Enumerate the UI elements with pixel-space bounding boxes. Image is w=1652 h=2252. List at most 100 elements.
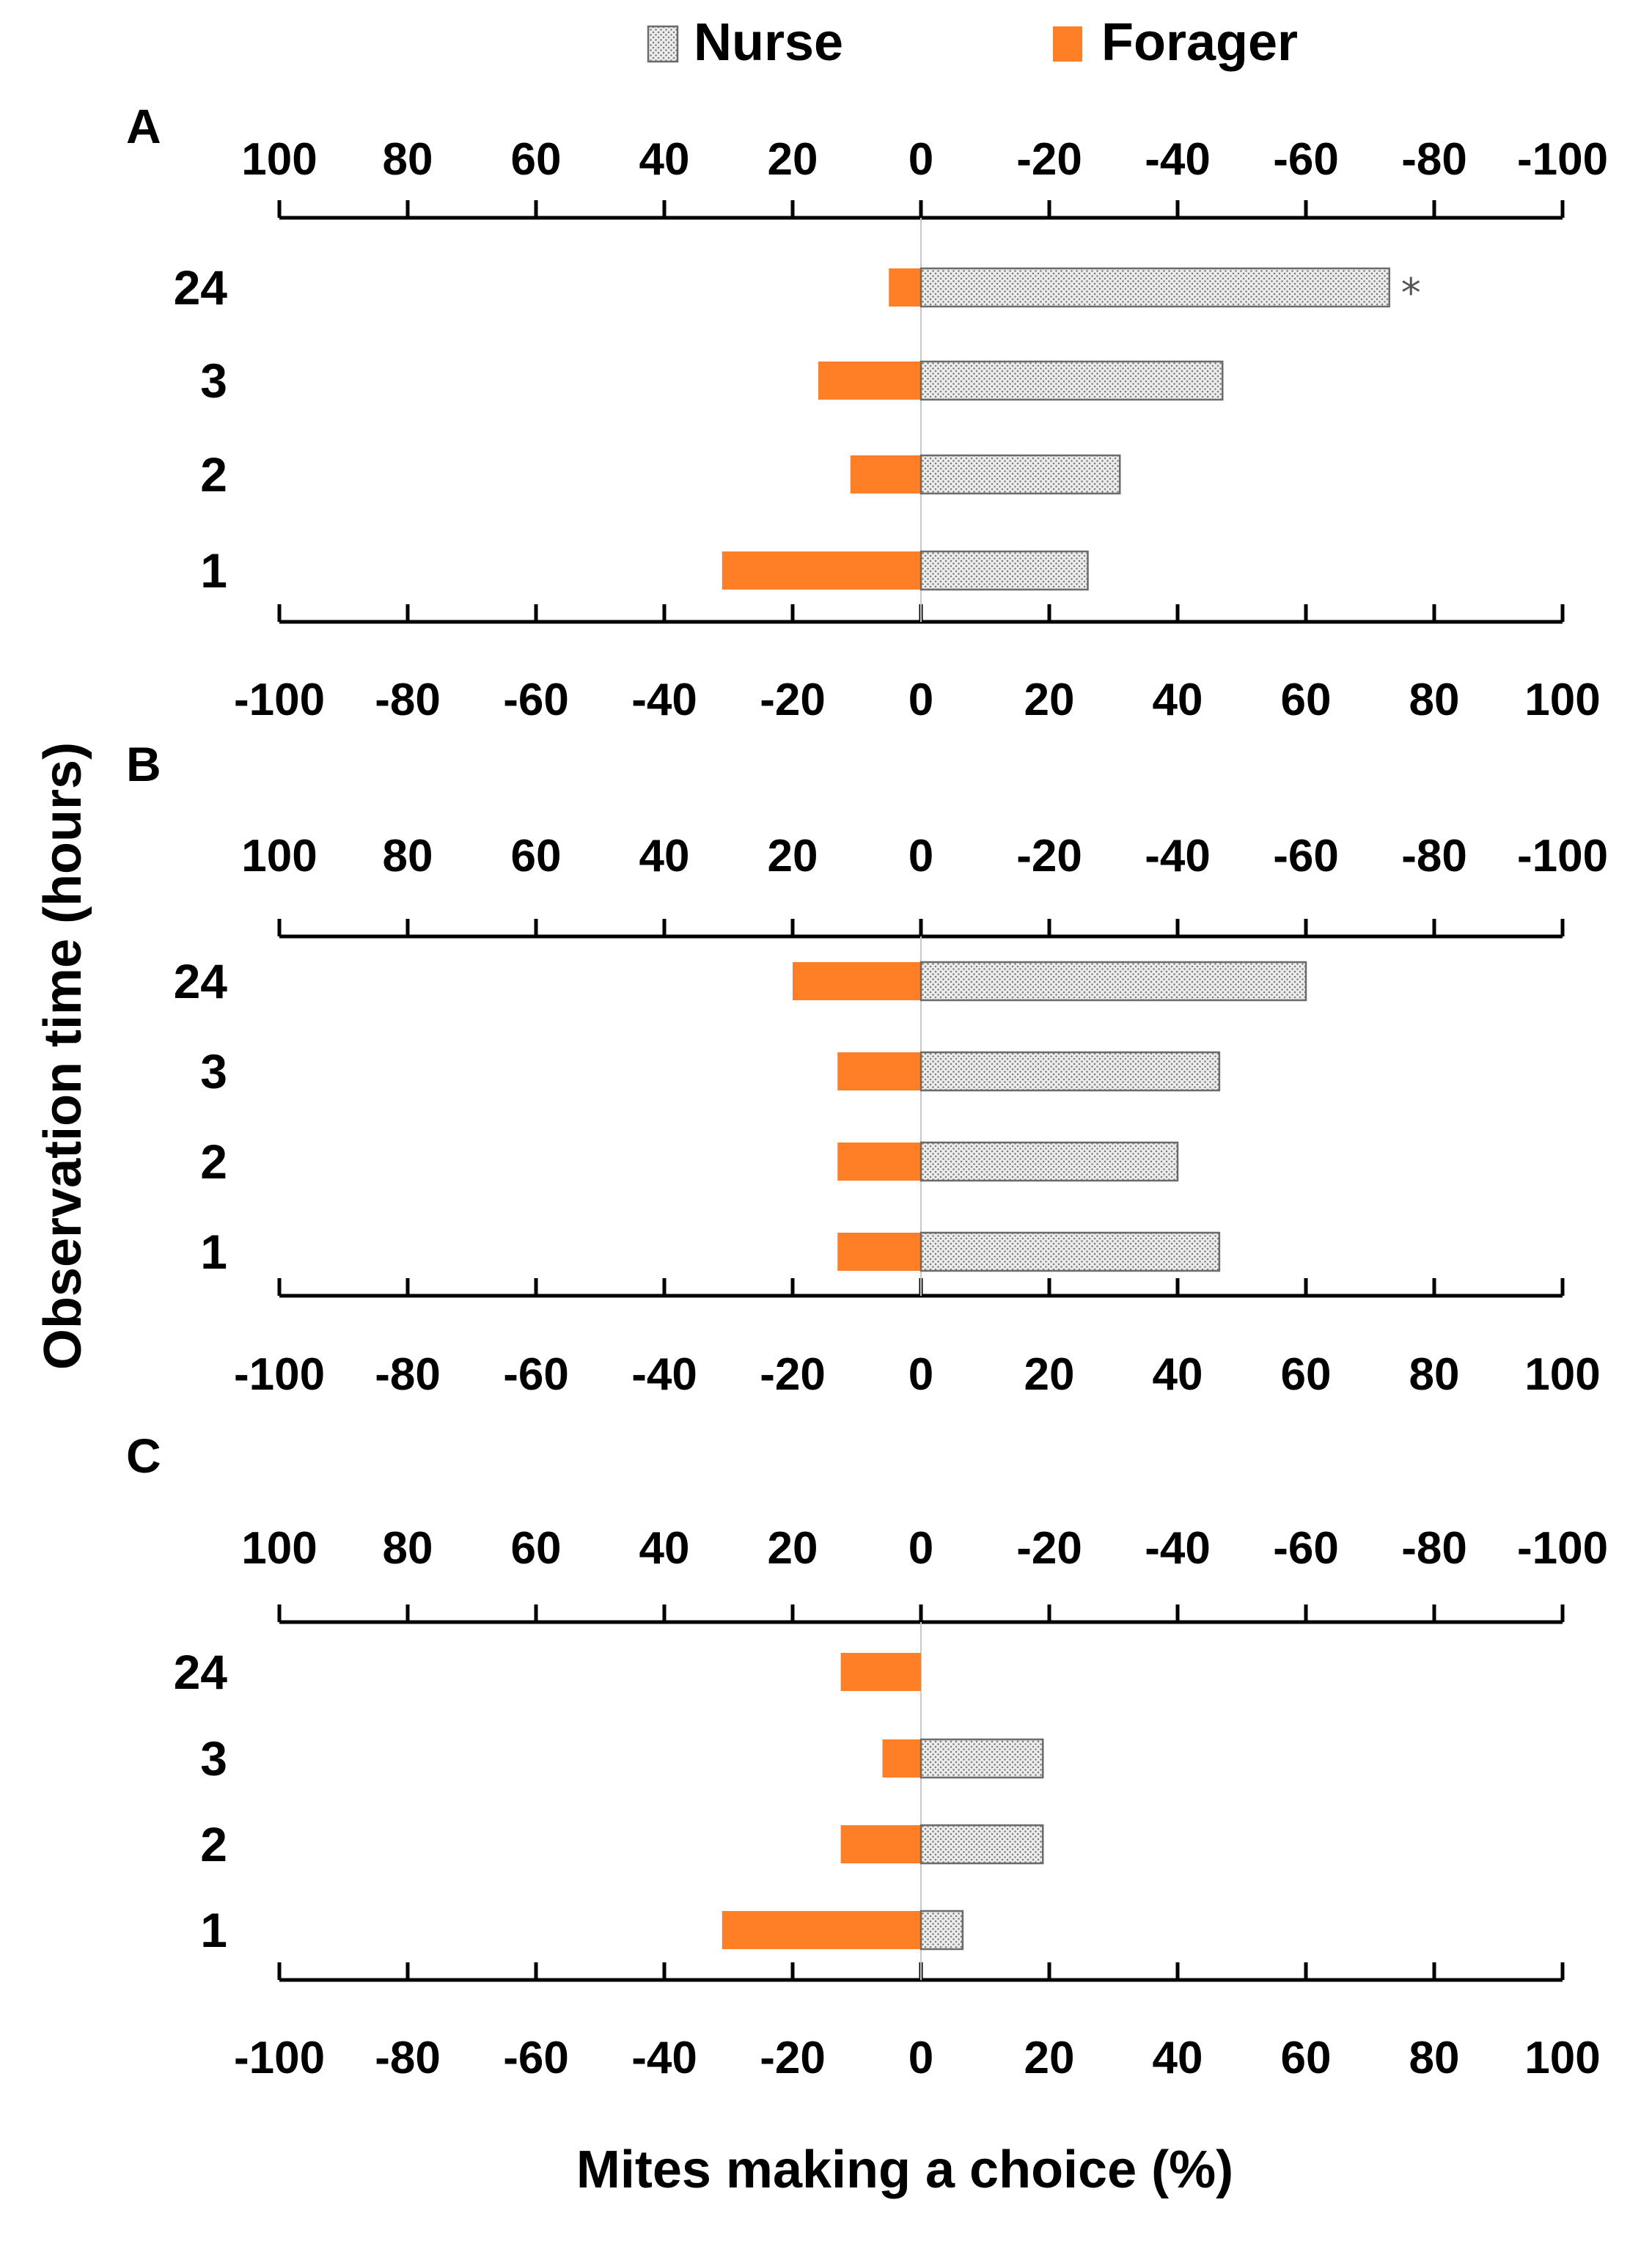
- legend-swatch-nurse: [647, 25, 679, 63]
- top-tick-label: -20: [1016, 831, 1082, 881]
- bottom-tick-label: 40: [1153, 2033, 1203, 2083]
- top-tick-label: 40: [639, 1523, 690, 1574]
- bottom-tick-label: 100: [1524, 675, 1600, 725]
- category-label: 24: [174, 1645, 228, 1699]
- bottom-tick-label: 100: [1524, 2033, 1600, 2083]
- bottom-tick-label: -20: [760, 675, 826, 725]
- category-label: 2: [200, 447, 227, 502]
- bottom-tick-label: -40: [631, 675, 697, 725]
- top-tick-label: 60: [511, 831, 562, 881]
- bar-nurse-2: [919, 454, 1121, 495]
- category-label: 24: [174, 260, 228, 315]
- top-tick-label: -60: [1273, 831, 1339, 881]
- bottom-tick-label: -60: [503, 2033, 569, 2083]
- bottom-tick-label: -60: [503, 675, 569, 725]
- top-tick-label: 100: [241, 1523, 317, 1574]
- bar-nurse-24: [919, 267, 1390, 308]
- x-axis-title: Mites making a choice (%): [576, 2141, 1233, 2199]
- category-label: 24: [174, 954, 228, 1008]
- bottom-tick-label: 40: [1153, 1349, 1203, 1400]
- bar-forager-3: [818, 362, 921, 400]
- bottom-tick-label: 20: [1024, 1349, 1075, 1400]
- bar-forager-2: [850, 455, 921, 494]
- panel-C: C 100 -100 80 -80 60 -60 40 -40 20 -20 0 0 -20 20 -40 40…: [126, 1428, 1608, 2083]
- bottom-tick-label: -60: [503, 1349, 569, 1400]
- top-tick-label: -40: [1145, 831, 1211, 881]
- bar-forager-3: [882, 1739, 921, 1778]
- top-tick-label: 0: [908, 134, 933, 185]
- top-tick-label: 80: [383, 134, 433, 185]
- top-tick-label: 20: [768, 831, 818, 881]
- bottom-tick-label: 60: [1281, 1349, 1332, 1400]
- top-tick-label: 80: [383, 831, 433, 881]
- bar-forager-24: [793, 962, 921, 1000]
- top-tick-label: -60: [1273, 134, 1339, 185]
- top-tick-label: -100: [1517, 134, 1608, 185]
- chart-panels: A100-10080-8060-6040-4020-2000-2020-4040…: [126, 99, 1608, 2083]
- bar-forager-1: [722, 551, 921, 590]
- panel-B: B 100 -100 80 -80 60 -60 40 -40 20 -20 0 0 -20 20 -40 40…: [126, 737, 1608, 1400]
- bottom-tick-label: 60: [1281, 2033, 1332, 2083]
- top-tick-label: -80: [1401, 134, 1467, 185]
- top-tick-label: 100: [241, 831, 317, 881]
- panel-label: A: [126, 99, 161, 153]
- bar-nurse-1: [919, 550, 1089, 591]
- bottom-tick-label: 40: [1153, 675, 1203, 725]
- bar-forager-1: [722, 1911, 921, 1949]
- panel-A: A 100 -100 80 -80 60 -60 40 -40 20 -20 0 0 -20 20 -40 40…: [126, 99, 1608, 725]
- top-tick-label: -40: [1145, 134, 1211, 185]
- bar-forager-24: [889, 268, 921, 307]
- category-label: 1: [200, 1903, 227, 1957]
- bar-nurse-1: [919, 1910, 964, 1951]
- top-tick-label: 80: [383, 1523, 433, 1574]
- bar-forager-1: [837, 1233, 921, 1271]
- category-label: 3: [200, 1044, 227, 1099]
- bar-nurse-24: [919, 961, 1307, 1002]
- top-tick-label: 20: [768, 134, 818, 185]
- legend: Nurse Forager: [647, 13, 1298, 72]
- bar-nurse-2: [919, 1141, 1179, 1182]
- bottom-tick-label: 0: [908, 675, 933, 725]
- top-tick-label: 40: [639, 134, 690, 185]
- top-tick-label: -60: [1273, 1523, 1339, 1574]
- legend-label-nurse: Nurse: [694, 13, 843, 72]
- bottom-tick-label: -20: [760, 1349, 826, 1400]
- top-tick-label: 40: [639, 831, 690, 881]
- bottom-tick-label: -40: [631, 2033, 697, 2083]
- bottom-tick-label: -80: [375, 1349, 441, 1400]
- top-tick-label: -40: [1145, 1523, 1211, 1574]
- panel-label: B: [126, 737, 161, 791]
- bottom-tick-label: 20: [1024, 675, 1075, 725]
- panel-label: C: [126, 1428, 161, 1483]
- bottom-tick-label: 80: [1409, 675, 1460, 725]
- bottom-tick-label: -40: [631, 1349, 697, 1400]
- top-tick-label: -80: [1401, 1523, 1467, 1574]
- bottom-tick-label: 60: [1281, 675, 1332, 725]
- category-label: 2: [200, 1817, 227, 1871]
- top-tick-label: -100: [1517, 831, 1608, 881]
- category-label: 2: [200, 1134, 227, 1189]
- top-tick-label: 20: [768, 1523, 818, 1574]
- category-label: 3: [200, 353, 227, 408]
- bottom-tick-label: 0: [908, 1349, 933, 1400]
- legend-label-forager: Forager: [1101, 13, 1298, 72]
- bottom-tick-label: 100: [1524, 1349, 1600, 1400]
- category-label: 1: [200, 543, 227, 598]
- category-label: 3: [200, 1731, 227, 1786]
- top-tick-label: -100: [1517, 1523, 1608, 1574]
- top-tick-label: -80: [1401, 831, 1467, 881]
- top-tick-label: 60: [511, 1523, 562, 1574]
- bottom-tick-label: -20: [760, 2033, 826, 2083]
- bottom-tick-label: 80: [1409, 1349, 1460, 1400]
- legend-swatch-forager: [1053, 26, 1082, 62]
- top-tick-label: 0: [908, 831, 933, 881]
- category-label: 1: [200, 1225, 227, 1279]
- bar-forager-3: [837, 1052, 921, 1090]
- bottom-tick-label: -80: [375, 675, 441, 725]
- top-tick-label: -20: [1016, 1523, 1082, 1574]
- bottom-tick-label: 80: [1409, 2033, 1460, 2083]
- bar-nurse-1: [919, 1231, 1221, 1272]
- bar-nurse-3: [919, 360, 1224, 401]
- top-tick-label: 0: [908, 1523, 933, 1574]
